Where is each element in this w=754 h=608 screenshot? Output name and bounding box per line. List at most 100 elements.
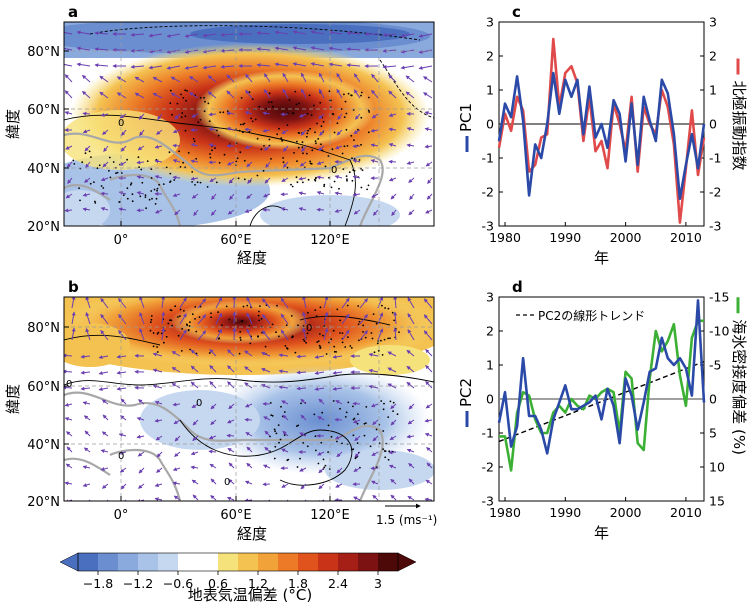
- significance-dot: [333, 345, 336, 348]
- significance-dot: [191, 171, 194, 173]
- wind-vector: [173, 495, 181, 501]
- wind-vector: [65, 193, 73, 199]
- wind-vector: [246, 312, 253, 325]
- significance-dot: [240, 320, 243, 323]
- significance-dot: [274, 430, 276, 433]
- significance-dot: [131, 200, 134, 203]
- wind-vector: [264, 446, 271, 453]
- significance-dot: [313, 413, 316, 416]
- significance-dot: [300, 402, 302, 405]
- wind-vector: [191, 403, 199, 409]
- wind-vector: [409, 193, 415, 201]
- wind-vector: [337, 113, 343, 121]
- significance-dot: [384, 307, 386, 309]
- wind-vector: [215, 297, 223, 309]
- significance-dot: [94, 200, 96, 203]
- wind-vector: [393, 327, 398, 341]
- wind-vector: [299, 161, 307, 167]
- panel-a-xlabel: 経度: [237, 249, 267, 267]
- wind-vector: [161, 311, 166, 325]
- wind-vector: [387, 351, 397, 357]
- wind-vector: [84, 177, 91, 183]
- wind-vector: [318, 483, 325, 490]
- significance-dot: [309, 127, 311, 130]
- wind-vector: [154, 144, 163, 149]
- significance-dot: [290, 183, 292, 186]
- panel-b-significance-dots: [149, 304, 400, 470]
- panel-b-xtick-120e: 120°E: [310, 508, 350, 523]
- wind-vector: [102, 129, 109, 135]
- wind-vector: [353, 73, 361, 83]
- wind-vector: [76, 62, 91, 67]
- wind-vector: [393, 297, 398, 309]
- significance-dot: [283, 434, 286, 436]
- wind-vector: [353, 209, 361, 215]
- significance-dot: [314, 140, 317, 143]
- wind-vector: [210, 478, 217, 485]
- wind-vector: [387, 367, 397, 373]
- wind-vector: [227, 447, 235, 453]
- wind-vector: [100, 191, 109, 196]
- significance-dot: [219, 111, 222, 114]
- right-axis-tick-label: 0: [709, 117, 717, 132]
- colorbar-swatch: [278, 553, 299, 571]
- significance-dot: [206, 186, 209, 188]
- significance-dot: [336, 308, 339, 311]
- significance-dot: [367, 184, 370, 187]
- significance-dot: [264, 345, 267, 348]
- wind-vector: [228, 462, 235, 469]
- wind-vector: [372, 419, 379, 426]
- significance-dot: [171, 113, 174, 116]
- wind-vector: [263, 73, 271, 83]
- significance-dot: [271, 414, 274, 417]
- significance-dot: [88, 150, 91, 153]
- wind-vector: [227, 365, 235, 373]
- wind-vector: [263, 145, 271, 151]
- wind-vector: [118, 297, 127, 309]
- wind-vector: [80, 354, 91, 359]
- wind-vector: [84, 430, 91, 437]
- significance-dot: [94, 202, 97, 204]
- wind-vector: [100, 112, 109, 117]
- wind-vector: [152, 92, 163, 99]
- wind-vector: [336, 129, 343, 136]
- wind-vector: [261, 298, 271, 309]
- significance-dot: [307, 129, 309, 132]
- right-axis-tick-label: 0: [709, 392, 717, 407]
- wind-vector: [215, 328, 223, 341]
- panel-b-contour-label: 0: [118, 451, 124, 462]
- significance-dot: [195, 157, 198, 160]
- wind-vector: [83, 447, 91, 453]
- significance-dot: [375, 428, 378, 431]
- wind-vector: [264, 177, 271, 184]
- wind-vector: [229, 193, 235, 201]
- wind-vector: [100, 449, 109, 454]
- significance-dot: [317, 138, 320, 140]
- wind-vector: [80, 386, 91, 391]
- significance-dot: [297, 131, 300, 134]
- wind-vector: [100, 313, 109, 325]
- wind-vector: [323, 327, 329, 341]
- wind-vector: [408, 209, 415, 216]
- significance-dot: [275, 331, 277, 334]
- significance-dot: [237, 177, 240, 180]
- significance-dot: [330, 435, 333, 438]
- significance-dot: [306, 445, 309, 448]
- wind-vector: [408, 478, 415, 485]
- significance-dot: [187, 152, 190, 154]
- wind-vector: [282, 72, 289, 83]
- wind-vector: [102, 414, 109, 421]
- significance-dot: [177, 316, 179, 318]
- wind-vector: [202, 65, 217, 70]
- panel-c: c -3 -2 -1 0 1 2 3 -3 -2 -1 0 1 2 3 1980 1990 2000 2010 年 P…: [457, 3, 748, 267]
- wind-vector: [368, 384, 379, 389]
- wind-vector: [280, 207, 289, 211]
- significance-dot: [323, 325, 326, 327]
- wind-vector: [136, 208, 145, 213]
- wind-vector: [316, 191, 325, 195]
- significance-dot: [191, 181, 194, 183]
- wind-vector: [136, 160, 145, 165]
- significance-dot: [189, 321, 191, 324]
- wind-vector: [137, 145, 145, 151]
